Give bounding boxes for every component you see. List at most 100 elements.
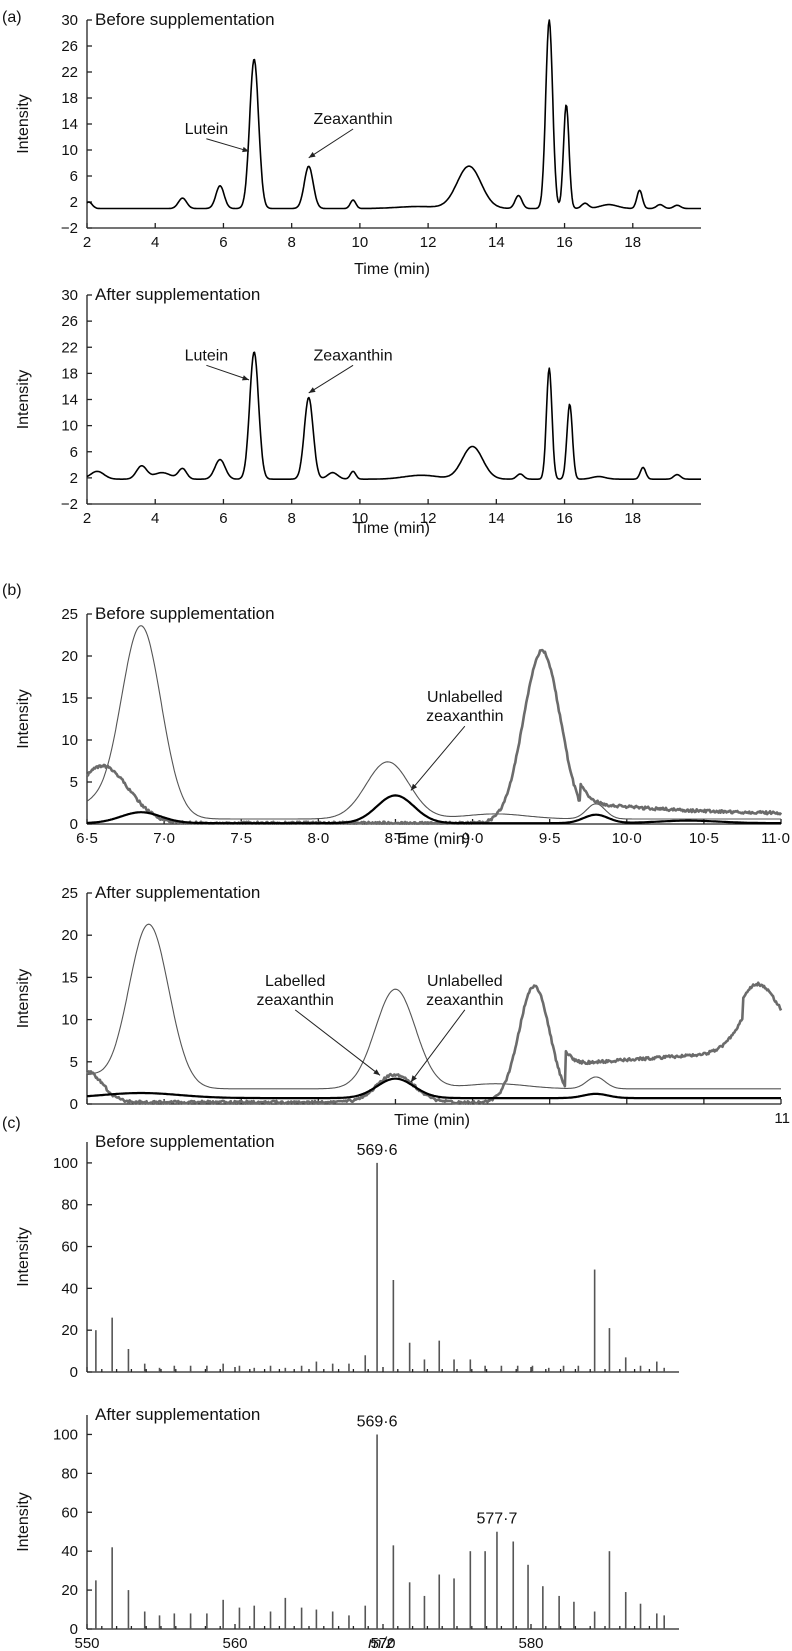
x-tick-label: 10·0 [612,830,642,847]
subplot-4: 0 5 10 15 20 25 11 After supplementation Intensi… [15,883,790,1129]
panel-title: After supplementation [95,883,260,902]
x-axis-label: Time (min) [394,1112,470,1129]
y-tick-label: 5 [70,774,78,791]
y-tick-label: 26 [61,38,78,55]
x-tick-label: 9·5 [539,830,561,847]
x-tick-label: 16 [556,234,573,251]
y-tick-label: 20 [61,927,78,944]
x-tick-label: 2 [83,234,91,251]
arrow-head [242,375,249,381]
y-tick-label: 20 [61,1322,78,1339]
x-axis-label: Time (min) [354,520,430,537]
y-axis-label: Intensity [15,370,32,430]
x-tick-label: 4 [151,510,159,527]
y-tick-label: 2 [70,194,78,211]
x-tick-label: 10·5 [689,830,719,847]
x-tick-label: 7·5 [230,830,252,847]
y-tick-label: 10 [61,732,78,749]
y-tick-label: 40 [61,1543,78,1560]
y-tick-label: 5 [70,1054,78,1071]
annotation-arrow [206,138,250,152]
peak-label: 569·6 [357,1413,398,1430]
y-tick-label: 0 [70,1621,78,1638]
y-tick-label: 15 [61,690,78,707]
annotation-arrow [294,1009,381,1076]
x-axis-label: Time (min) [394,831,470,848]
x-axis-label: m/z [368,1635,394,1651]
x-tick-label: 14 [488,510,505,527]
series-trace-black [86,19,701,210]
y-tick-label: −2 [61,496,78,513]
arrow-head [410,783,418,791]
panel-title: Before supplementation [95,604,275,623]
y-tick-label: 25 [61,885,78,902]
series-trace-thin [86,625,781,820]
annotation-text: zeaxanthin [426,708,503,725]
x-tick-label: 8·5 [385,830,407,847]
x-tick-label: 8·0 [307,830,329,847]
x-tick-label: 6 [219,510,227,527]
x-tick-label: 16 [556,510,573,527]
y-axis-label: Intensity [15,94,32,154]
x-tick-label: 10 [352,234,369,251]
annotation-text: Unlabelled [427,689,503,706]
annotation-text: Lutein [185,347,229,364]
subplot-5: 0 20 40 60 80 100 Before supplementation Intens… [15,1132,679,1381]
y-tick-label: 6 [70,168,78,185]
y-tick-label: 100 [53,1426,78,1443]
y-tick-label: 30 [61,287,78,304]
panel-title: Before supplementation [95,1132,275,1151]
y-tick-label: 0 [70,816,78,833]
y-tick-label: 60 [61,1504,78,1521]
y-tick-label: 26 [61,313,78,330]
y-tick-label: 80 [61,1197,78,1214]
x-tick-label: 11 [774,1110,790,1127]
y-tick-label: 0 [70,1096,78,1113]
x-tick-label: 8 [287,234,295,251]
annotation-text: Lutein [185,121,229,138]
annotation-arrow [410,1009,466,1083]
series-trace-thick [86,981,783,1105]
series-trace-black [86,351,701,480]
x-tick-label: 14 [488,234,505,251]
y-axis-label: Intensity [15,969,32,1029]
x-tick-label: 4 [151,234,159,251]
series-trace-thick [86,648,783,825]
x-tick-label: 6·5 [76,830,98,847]
panel-title: Before supplementation [95,10,275,29]
annotation-arrow [410,725,466,791]
panel-label-c: (c) [2,1115,21,1132]
annotation-text: Zeaxanthin [313,111,392,128]
x-tick-label: 10 [352,510,369,527]
panel-title: After supplementation [95,285,260,304]
y-axis-label: Intensity [15,689,32,749]
y-tick-label: 18 [61,90,78,107]
x-tick-label: 7·0 [153,830,175,847]
arrow-head [308,387,316,393]
x-tick-label: 12 [420,510,437,527]
annotation-text: zeaxanthin [426,992,503,1009]
y-tick-label: 60 [61,1239,78,1256]
y-tick-label: 10 [61,418,78,435]
x-tick-label: 570 [370,1635,395,1651]
y-tick-label: 15 [61,969,78,986]
annotation-text: Unlabelled [427,973,503,990]
y-tick-label: 20 [61,648,78,665]
y-tick-label: 2 [70,470,78,487]
y-tick-label: 22 [61,64,78,81]
y-tick-label: 30 [61,12,78,29]
x-tick-label: 550 [74,1635,99,1651]
y-tick-label: 40 [61,1280,78,1297]
annotation-text: Zeaxanthin [313,347,392,364]
y-tick-label: 0 [70,1364,78,1381]
x-axis-label: Time (min) [354,261,430,278]
peak-label: 569·6 [357,1142,398,1159]
x-tick-label: 6 [219,234,227,251]
annotation-arrow [308,364,354,394]
y-tick-label: 14 [61,392,78,409]
y-tick-label: 80 [61,1465,78,1482]
arrow-head [308,152,316,158]
y-axis-label: Intensity [15,1492,32,1552]
y-tick-label: 22 [61,339,78,356]
x-tick-label: 580 [518,1635,543,1651]
